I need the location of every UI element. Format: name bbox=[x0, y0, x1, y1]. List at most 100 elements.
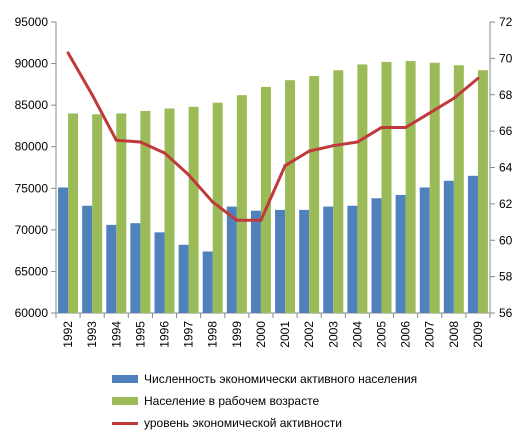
x-axis-tick-label: 2000 bbox=[254, 321, 268, 348]
x-axis-tick-label: 1993 bbox=[85, 321, 99, 348]
line-point bbox=[355, 140, 359, 144]
bar-active-population bbox=[250, 210, 261, 313]
bar-working-age-population bbox=[212, 102, 223, 313]
bar-working-age-population bbox=[92, 114, 103, 313]
x-axis-tick-label: 1997 bbox=[182, 321, 196, 348]
line-point bbox=[187, 173, 191, 177]
x-axis-tick-label: 1999 bbox=[230, 321, 244, 348]
x-axis-tick-label: 2004 bbox=[350, 321, 364, 348]
line-point bbox=[66, 51, 70, 55]
bar-working-age-population bbox=[188, 106, 199, 313]
legend-swatch-red-line bbox=[112, 421, 138, 425]
x-axis-tick-label: 2005 bbox=[375, 321, 389, 348]
line-activity-level bbox=[66, 52, 479, 222]
line-point bbox=[428, 111, 432, 115]
line-point bbox=[138, 140, 142, 144]
bar-active-population bbox=[395, 194, 406, 313]
left-axis-tick-label: 65000 bbox=[15, 264, 49, 278]
line-point bbox=[235, 218, 239, 222]
x-axis-tick-label: 1994 bbox=[109, 321, 123, 348]
bar-working-age-population bbox=[381, 61, 392, 314]
legend-item-activity-level: уровень экономической активности bbox=[112, 412, 472, 434]
legend-label: уровень экономической активности bbox=[144, 416, 342, 430]
right-axis-tick-label: 72 bbox=[499, 15, 513, 29]
bar-working-age-population bbox=[453, 65, 464, 313]
line-point bbox=[380, 125, 383, 129]
line-point bbox=[452, 96, 456, 100]
x-axis-tick-label: 1992 bbox=[61, 321, 75, 348]
right-axis-tick-label: 60 bbox=[499, 233, 513, 247]
line-point bbox=[283, 164, 287, 168]
bar-working-age-population bbox=[140, 110, 151, 313]
line-point bbox=[307, 149, 311, 153]
bar-active-population bbox=[82, 205, 93, 313]
bar-active-population bbox=[58, 187, 69, 313]
bar-active-population bbox=[154, 232, 165, 313]
x-axis-tick-label: 2001 bbox=[278, 321, 292, 348]
left-axis-tick-label: 95000 bbox=[15, 15, 49, 29]
bar-working-age-population bbox=[429, 62, 440, 313]
legend-item-working-age-population: Население в рабочем возрасте bbox=[112, 390, 472, 412]
legend-label: Численность экономически активного насел… bbox=[144, 372, 418, 386]
right-axis-tick-label: 68 bbox=[499, 88, 513, 102]
bar-active-population bbox=[178, 244, 189, 313]
line-point bbox=[259, 218, 263, 222]
left-axis-tick-label: 75000 bbox=[15, 181, 49, 195]
left-axis-tick-label: 90000 bbox=[15, 57, 49, 71]
bar-working-age-population bbox=[116, 113, 127, 313]
right-axis-tick-label: 66 bbox=[499, 124, 513, 138]
bar-working-age-population bbox=[309, 76, 320, 314]
bar-active-population bbox=[467, 175, 478, 313]
x-axis-tick-label: 1996 bbox=[158, 321, 172, 348]
x-axis-tick-label: 2003 bbox=[326, 321, 340, 348]
line-point bbox=[404, 125, 408, 129]
x-axis-tick-label: 2008 bbox=[447, 321, 461, 348]
bar-working-age-population bbox=[260, 86, 271, 313]
left-axis-tick-label: 85000 bbox=[15, 98, 49, 112]
x-axis-tick-label: 1995 bbox=[133, 321, 147, 348]
bar-active-population bbox=[226, 206, 237, 313]
right-axis-tick-label: 64 bbox=[499, 161, 513, 175]
x-axis-tick-label: 2006 bbox=[399, 321, 413, 348]
bar-working-age-population bbox=[68, 113, 79, 313]
x-axis-tick-label: 2002 bbox=[302, 321, 316, 348]
legend-label: Население в рабочем возрасте bbox=[144, 394, 320, 408]
bar-active-population bbox=[130, 223, 141, 313]
line-point bbox=[114, 138, 118, 142]
bar-working-age-population bbox=[405, 61, 416, 313]
legend-item-active-population: Численность экономически активного насел… bbox=[112, 368, 472, 390]
right-axis-tick-label: 70 bbox=[499, 51, 513, 65]
legend-swatch-green bbox=[112, 397, 138, 405]
bar-active-population bbox=[299, 209, 310, 313]
bar-working-age-population bbox=[357, 64, 368, 313]
bar-working-age-population bbox=[236, 95, 247, 313]
bar-active-population bbox=[347, 205, 358, 313]
bar-working-age-population bbox=[164, 108, 175, 314]
left-axis-tick-label: 60000 bbox=[15, 306, 49, 320]
bar-active-population bbox=[202, 251, 213, 313]
line-point bbox=[90, 93, 94, 97]
left-axis-tick-label: 80000 bbox=[15, 140, 49, 154]
x-axis-tick-label: 2009 bbox=[471, 321, 485, 348]
legend: Численность экономически активного насел… bbox=[112, 368, 472, 434]
bar-active-population bbox=[443, 180, 454, 313]
bar-active-population bbox=[371, 198, 382, 313]
line-point bbox=[211, 200, 215, 204]
legend-swatch-blue bbox=[112, 375, 138, 383]
right-axis-tick-label: 62 bbox=[499, 197, 513, 211]
left-axis-tick-label: 70000 bbox=[15, 223, 49, 237]
x-axis-tick-label: 1998 bbox=[206, 321, 220, 348]
right-axis-tick-label: 58 bbox=[499, 270, 513, 284]
line-point bbox=[476, 76, 480, 80]
line-point bbox=[163, 151, 166, 155]
bar-working-age-population bbox=[477, 70, 488, 313]
right-axis-tick-label: 56 bbox=[499, 306, 513, 320]
bar-working-age-population bbox=[333, 70, 344, 313]
bar-active-population bbox=[323, 206, 334, 313]
bar-active-population bbox=[106, 224, 117, 313]
line-point bbox=[331, 144, 335, 148]
bar-active-population bbox=[275, 209, 286, 313]
bar-working-age-population bbox=[285, 80, 296, 313]
x-axis-tick-label: 2007 bbox=[423, 321, 437, 348]
